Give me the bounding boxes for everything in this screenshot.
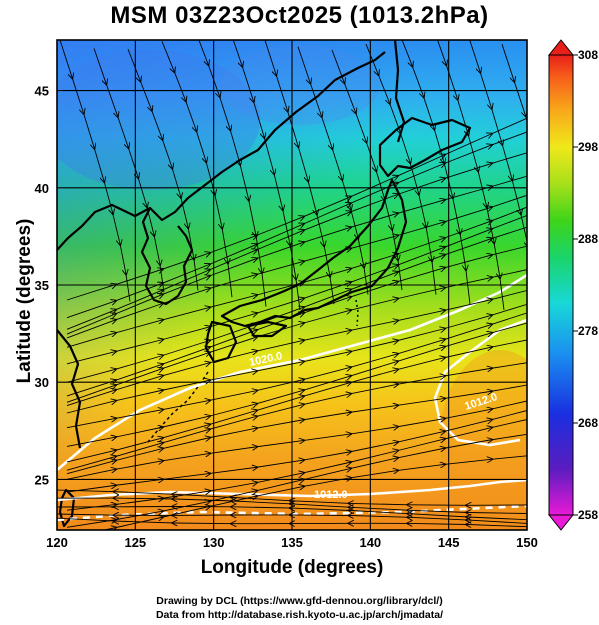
y-tick-label: 40 <box>35 181 49 196</box>
x-tick-labels: 120 125 130 135 140 145 150 <box>46 535 538 550</box>
plot-frame <box>56 39 528 531</box>
y-tick-label: 45 <box>35 84 49 99</box>
x-tick-label: 125 <box>124 535 146 550</box>
x-axis-label: Longitude (degrees) <box>200 557 384 578</box>
map-title: MSM 03Z23Oct2025 (1013.2hPa) <box>110 2 489 29</box>
colorbar-tick-labels: 308 298 288 278 268 258 <box>573 48 598 522</box>
y-axis-label: Latitude (degrees) <box>14 218 35 384</box>
x-tick-label: 130 <box>203 535 225 550</box>
colorbar: 308 298 288 278 268 258 <box>547 39 598 531</box>
colorbar-bottom-arrow <box>547 514 575 531</box>
colorbar-top-arrow <box>547 39 575 56</box>
colorbar-tick-label: 258 <box>578 508 598 522</box>
y-tick-label: 30 <box>35 375 49 390</box>
x-tick-label: 120 <box>46 535 68 550</box>
x-tick-label: 140 <box>359 535 381 550</box>
isobar-label-1012-south: 1012.0 <box>314 489 348 501</box>
colorbar-tick-label: 268 <box>578 416 598 430</box>
colorbar-tick-label: 298 <box>578 140 598 154</box>
data-source-credit: Data from http://database.rish.kyoto-u.a… <box>155 609 444 621</box>
y-tick-label: 25 <box>35 472 49 487</box>
lat-lon-grid <box>57 40 527 530</box>
drawing-credit: Drawing by DCL (https://www.gfd-dennou.o… <box>156 595 443 607</box>
x-tick-label: 150 <box>516 535 538 550</box>
colorbar-tick-label: 278 <box>578 324 598 338</box>
x-tick-label: 135 <box>281 535 303 550</box>
colorbar-tick-label: 288 <box>578 232 598 246</box>
streamline <box>501 44 527 297</box>
x-tick-label: 145 <box>438 535 460 550</box>
y-tick-label: 35 <box>35 278 49 293</box>
y-tick-labels: 25 30 35 40 45 <box>35 84 49 488</box>
colorbar-bar <box>548 54 574 516</box>
colorbar-tick-label: 308 <box>578 48 598 62</box>
